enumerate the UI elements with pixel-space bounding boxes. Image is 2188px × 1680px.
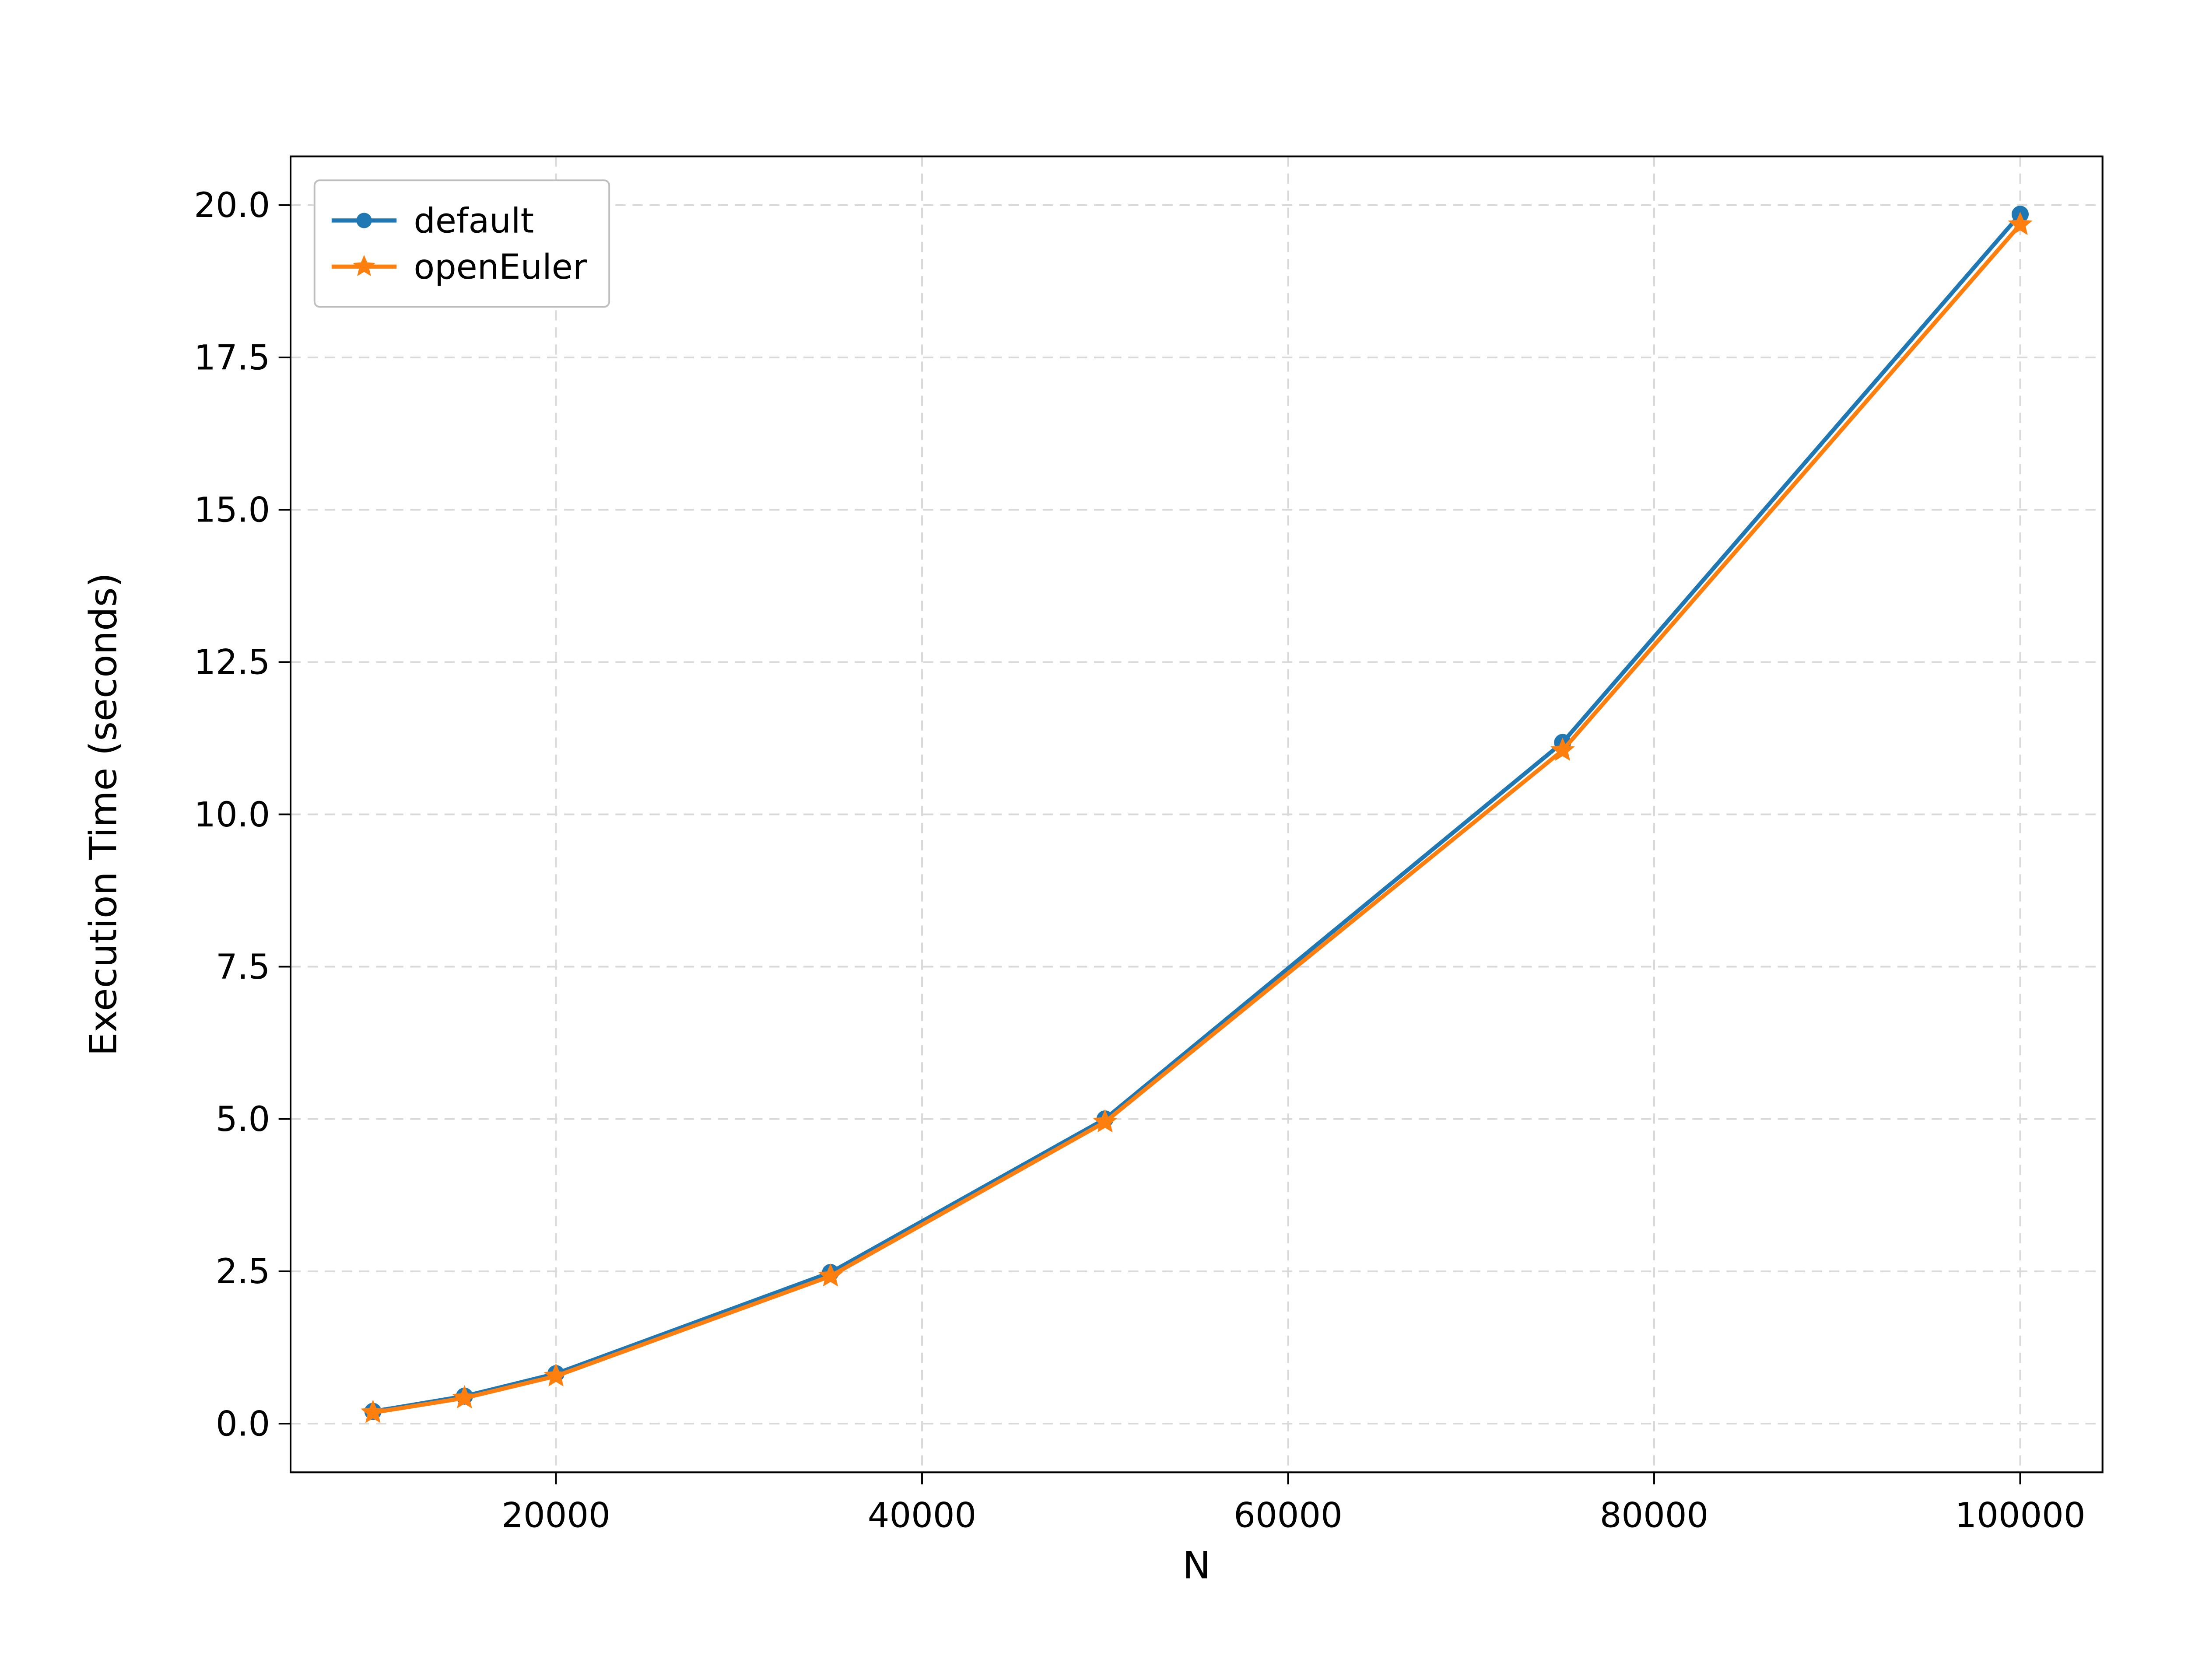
legend-swatch-marker <box>356 213 372 228</box>
y-tick-label: 20.0 <box>194 186 270 225</box>
y-tick-label: 17.5 <box>194 338 270 378</box>
y-tick-label: 10.0 <box>194 795 270 835</box>
x-tick-label: 80000 <box>1600 1495 1708 1535</box>
y-axis-label: Execution Time (seconds) <box>82 573 126 1056</box>
y-tick-label: 7.5 <box>216 947 270 987</box>
line-chart: 20000 40000 60000 80000 100000 0.0 2.5 5.0 7.5 10… <box>0 0 2188 1680</box>
legend-label: openEuler <box>414 247 587 287</box>
legend-label: default <box>414 201 534 241</box>
x-tick-label: 20000 <box>501 1495 610 1535</box>
y-tick-label: 12.5 <box>194 643 270 682</box>
x-axis-label: N <box>1182 1544 1210 1588</box>
y-tick-label: 2.5 <box>216 1252 270 1292</box>
legend: default openEuler <box>315 180 609 307</box>
y-tick-label: 15.0 <box>194 490 270 530</box>
x-tick-label: 60000 <box>1234 1495 1342 1535</box>
legend-frame <box>315 180 609 307</box>
y-tick-label: 0.0 <box>216 1404 270 1444</box>
chart-container: 20000 40000 60000 80000 100000 0.0 2.5 5.0 7.5 10… <box>0 0 2188 1680</box>
x-tick-label: 100000 <box>1955 1495 2085 1535</box>
x-tick-label: 40000 <box>868 1495 976 1535</box>
y-tick-label: 5.0 <box>216 1099 270 1139</box>
